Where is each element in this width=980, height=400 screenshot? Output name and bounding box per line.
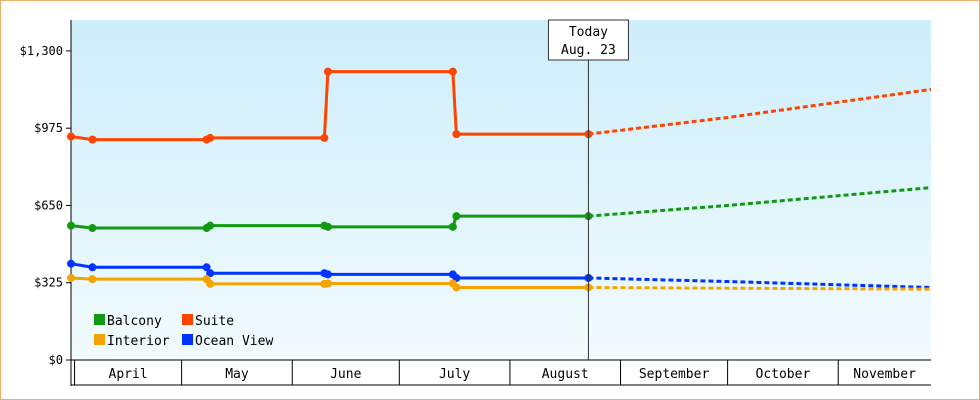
legend-label: Ocean View <box>195 334 273 349</box>
data-point <box>448 222 457 231</box>
data-point <box>448 67 457 76</box>
series-layer <box>67 67 932 292</box>
month-label: July <box>439 367 470 382</box>
data-point <box>452 130 461 139</box>
today-box <box>547 19 629 61</box>
series-ocean-view <box>67 259 932 289</box>
data-point <box>88 135 97 144</box>
data-point <box>323 222 332 231</box>
data-point <box>88 263 97 272</box>
data-point <box>206 221 215 230</box>
data-point <box>452 212 461 221</box>
month-label: August <box>542 367 589 382</box>
data-point <box>323 279 332 288</box>
data-point <box>452 283 461 292</box>
legend-swatch <box>182 314 193 325</box>
month-label: September <box>639 367 710 382</box>
plot-background <box>71 20 931 360</box>
forecast-line <box>588 276 932 289</box>
month-label: June <box>330 367 361 382</box>
today-marker: Today Aug. 23 <box>547 19 629 360</box>
y-tick-label: $325 <box>34 276 63 290</box>
data-point <box>206 269 215 278</box>
legend-swatch <box>94 314 105 325</box>
legend-label: Suite <box>195 314 234 329</box>
data-point <box>323 270 332 279</box>
today-date-label: Aug. 23 <box>561 43 616 58</box>
data-point <box>67 259 75 268</box>
y-tick-label: $1,300 <box>20 44 63 58</box>
data-point <box>323 67 332 76</box>
legend-label: Interior <box>107 334 170 349</box>
data-point <box>206 279 215 288</box>
data-point <box>88 224 97 233</box>
y-tick-label: $975 <box>34 121 63 135</box>
forecast-line <box>588 186 932 218</box>
data-point <box>67 221 75 230</box>
data-point <box>88 275 97 284</box>
legend-swatch <box>182 334 193 345</box>
data-point <box>67 273 75 282</box>
series-suite <box>67 67 932 144</box>
series-balcony <box>67 186 932 233</box>
x-axis: April May June July August September October No… <box>71 359 931 386</box>
forecast-line <box>588 87 932 136</box>
forecast-line <box>588 285 932 291</box>
data-point <box>320 133 329 142</box>
legend: Balcony Suite Interior Ocean View <box>94 314 273 349</box>
month-label: May <box>225 367 249 382</box>
data-point <box>202 263 211 272</box>
month-label: November <box>853 367 916 382</box>
y-axis: $0 $325 $650 $975 $1,300 <box>20 20 72 386</box>
y-tick-label: $650 <box>34 198 63 212</box>
data-point <box>206 133 215 142</box>
data-point <box>67 132 75 141</box>
series-interior <box>67 273 932 292</box>
today-label: Today <box>569 25 608 40</box>
month-label: April <box>109 367 148 382</box>
legend-swatch <box>94 334 105 345</box>
y-tick-label: $0 <box>49 353 63 367</box>
legend-label: Balcony <box>107 314 162 329</box>
month-label: October <box>756 367 811 382</box>
